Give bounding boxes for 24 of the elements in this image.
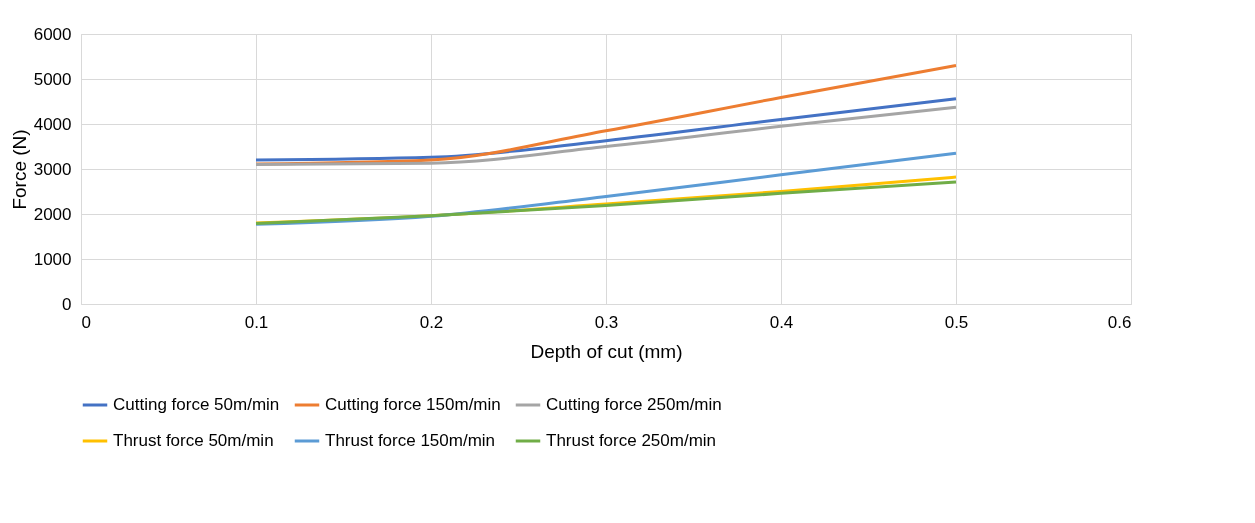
x-tick-label: 0.2 bbox=[419, 312, 444, 332]
x-tick-label: 0.5 bbox=[944, 312, 969, 332]
x-tick-label: 0.4 bbox=[769, 312, 794, 332]
legend-label: Thrust force 150m/min bbox=[325, 431, 496, 450]
x-tick-label: 0 bbox=[81, 312, 91, 332]
y-tick-label: 6000 bbox=[33, 24, 72, 44]
legend-label: Cutting force 250m/min bbox=[546, 395, 722, 414]
x-tick-label: 0.1 bbox=[244, 312, 269, 332]
y-tick-label: 5000 bbox=[33, 69, 72, 89]
legend-label: Thrust force 50m/min bbox=[113, 431, 274, 450]
y-tick-label: 1000 bbox=[33, 249, 72, 269]
x-axis-title: Depth of cut (mm) bbox=[530, 340, 683, 362]
line-series bbox=[254, 97, 958, 162]
line-series bbox=[254, 105, 958, 166]
y-tick-label: 0 bbox=[62, 294, 72, 314]
legend-label: Cutting force 50m/min bbox=[113, 395, 280, 414]
x-tick-label: 0.6 bbox=[1107, 312, 1132, 332]
y-axis-title: Force (N) bbox=[8, 129, 30, 210]
y-tick-label: 2000 bbox=[33, 204, 72, 224]
legend-label: Cutting force 150m/min bbox=[325, 395, 501, 414]
legend-label: Thrust force 250m/min bbox=[546, 431, 717, 450]
y-tick-label: 3000 bbox=[33, 159, 72, 179]
y-tick-label: 4000 bbox=[33, 114, 72, 134]
x-tick-label: 0.3 bbox=[594, 312, 619, 332]
